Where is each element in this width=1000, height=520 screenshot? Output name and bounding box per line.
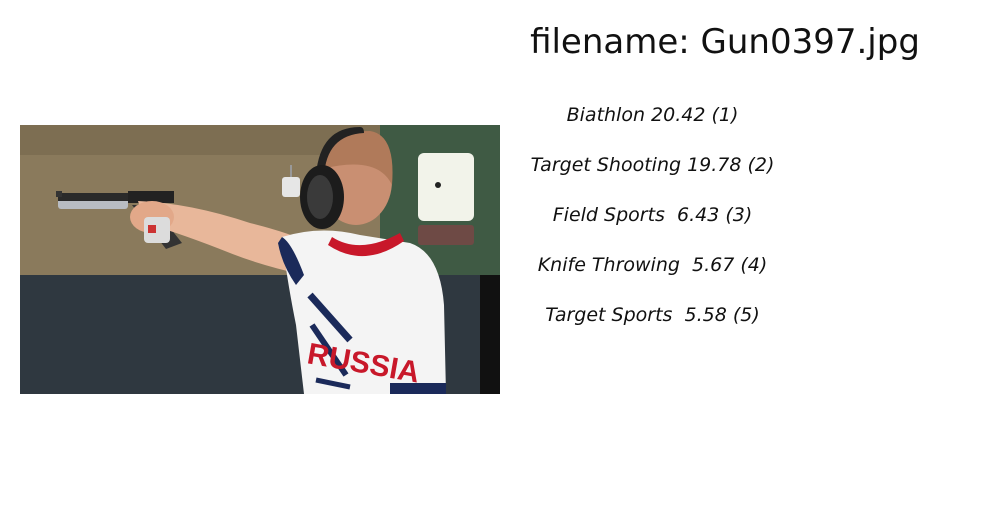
prediction-item: Field Sports 6.43 (3) — [552, 204, 753, 226]
prediction-item: Target Sports 5.58 (5) — [545, 304, 760, 326]
prediction-item: Biathlon 20.42 (1) — [566, 104, 739, 126]
target-card — [418, 153, 474, 221]
shooter-photo-illustration: RUSSIA — [20, 125, 500, 394]
arm-shape — [138, 201, 310, 275]
prediction-item: Target Shooting 19.78 (2) — [530, 154, 775, 176]
filename-title: filename: Gun0397.jpg — [530, 22, 920, 62]
prediction-item: Knife Throwing 5.67 (4) — [537, 254, 768, 276]
prediction-list: Biathlon 20.42 (1) Target Shooting 19.78… — [510, 100, 795, 350]
jersey-shape — [282, 230, 446, 394]
sample-photo: RUSSIA — [20, 125, 500, 394]
